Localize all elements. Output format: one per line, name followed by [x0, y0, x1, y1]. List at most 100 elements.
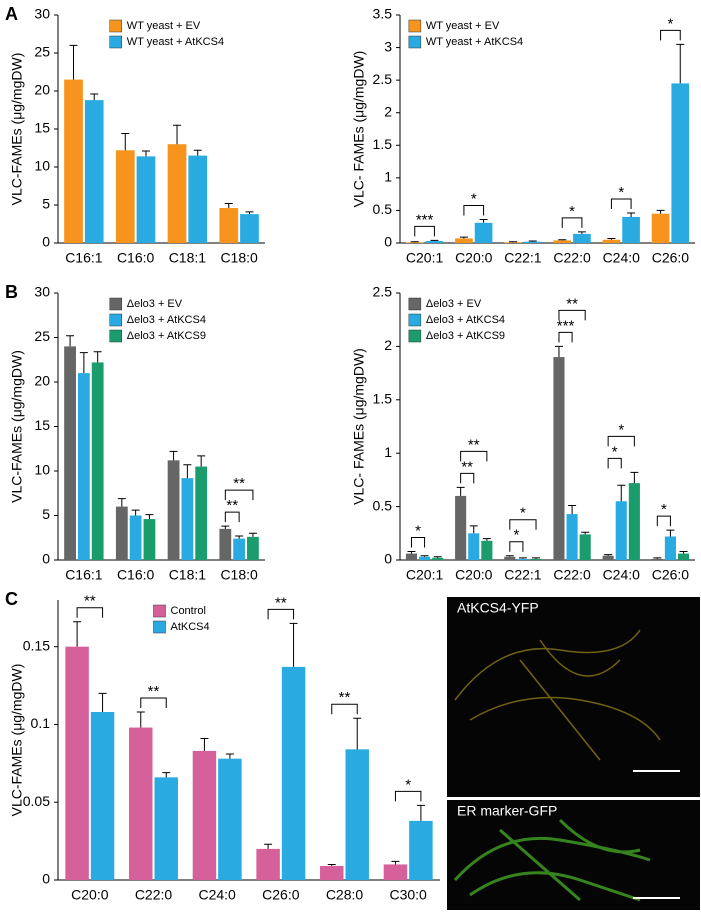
legend-label: AtKCS4	[171, 621, 210, 633]
bar	[115, 506, 128, 560]
y-tick-label: 20	[34, 82, 50, 98]
bar	[247, 536, 259, 560]
legend-swatch	[408, 19, 422, 33]
significance-label: **	[468, 436, 480, 453]
bar	[181, 478, 194, 560]
significance-bracket	[460, 450, 488, 462]
x-tick-label: C16:1	[65, 567, 103, 583]
error-bar	[69, 44, 78, 80]
x-tick-label: C24:0	[198, 887, 236, 903]
x-tick-label: C20:0	[71, 887, 109, 903]
legend-swatch	[153, 620, 166, 634]
bar	[320, 866, 344, 880]
bar	[504, 556, 516, 560]
significance-label: *	[471, 191, 477, 208]
legend-label: Δelo3 + EV	[127, 298, 183, 310]
error-bar	[656, 209, 665, 214]
y-tick-label: 15	[34, 417, 50, 433]
bar	[77, 373, 90, 560]
error-bar	[224, 202, 233, 209]
legend-swatch	[408, 297, 422, 311]
error-bar	[145, 514, 154, 520]
bar	[566, 514, 578, 560]
x-tick-label: C22:1	[504, 250, 542, 266]
legend-swatch	[109, 313, 122, 327]
error-bar	[627, 212, 636, 217]
y-axis-label: VLC- FAMEs (μg/mgDW)	[351, 51, 367, 208]
significance-bracket	[509, 541, 524, 552]
x-tick-label: C18:1	[169, 250, 207, 266]
error-bar	[289, 622, 298, 667]
legend-label: WT yeast + AtKCS4	[426, 36, 523, 48]
x-tick-label: C22:1	[504, 567, 542, 583]
significance-bracket	[561, 217, 583, 228]
y-tick-label: 10	[34, 158, 50, 174]
error-bar	[407, 550, 416, 554]
bar	[383, 864, 408, 880]
yfp-signal	[454, 629, 661, 761]
bar	[405, 242, 424, 243]
bar	[468, 533, 480, 560]
y-tick-label: 1.5	[373, 391, 393, 407]
bar	[167, 460, 180, 560]
x-tick-label: C18:0	[220, 250, 258, 266]
bar	[523, 241, 542, 243]
panel-label: B	[5, 282, 18, 302]
error-bar	[482, 538, 491, 541]
y-tick-label: 0	[384, 551, 392, 567]
legend-swatch	[408, 35, 422, 49]
significance-label: *	[520, 505, 526, 522]
significance-label: *	[415, 522, 421, 539]
bar	[677, 553, 690, 560]
error-bar	[235, 535, 244, 539]
x-tick-label: C22:0	[553, 567, 591, 583]
y-tick-label: 2	[384, 337, 392, 353]
error-bar	[676, 43, 685, 84]
y-tick-label: 0	[42, 551, 50, 567]
bar	[219, 528, 232, 560]
significance-bracket	[224, 489, 254, 501]
x-tick-label: C24:0	[603, 250, 641, 266]
significance-bracket	[558, 309, 586, 321]
significance-bracket	[509, 519, 537, 530]
error-bar	[607, 237, 616, 240]
significance-label: *	[618, 421, 624, 438]
significance-bracket	[607, 435, 635, 447]
error-bar	[679, 550, 688, 554]
bar	[481, 540, 493, 560]
error-bar	[73, 621, 82, 647]
legend-label: Δelo3 + EV	[426, 298, 482, 310]
error-bar	[141, 150, 150, 157]
legend-swatch	[153, 604, 166, 618]
significance-bracket	[331, 703, 358, 715]
bar	[345, 749, 369, 880]
bar	[517, 558, 529, 560]
x-tick-label: C22:0	[553, 250, 591, 266]
error-bar	[121, 133, 130, 151]
significance-label: **	[148, 683, 160, 700]
error-bar	[136, 711, 145, 728]
significance-bracket	[414, 225, 435, 237]
error-bar	[327, 863, 336, 866]
bar	[143, 519, 156, 560]
y-tick-label: 10	[34, 462, 50, 478]
error-bar	[410, 241, 419, 243]
bar	[65, 646, 89, 880]
error-bar	[430, 239, 439, 242]
image-yfp	[447, 597, 700, 797]
x-tick-label: C20:0	[455, 250, 493, 266]
significance-bracket	[76, 607, 104, 618]
y-tick-label: 0.05	[23, 793, 50, 809]
y-axis-label: VLC-FAMEs (μg/mgDW)	[9, 53, 25, 206]
significance-label: **	[566, 295, 578, 312]
x-tick-label: C16:1	[65, 250, 103, 266]
error-bar	[173, 124, 182, 145]
bar	[195, 466, 208, 560]
error-bar	[479, 219, 488, 223]
error-bar	[568, 505, 577, 515]
significance-bracket	[656, 515, 671, 527]
bar	[651, 213, 670, 243]
error-bar	[456, 486, 465, 496]
x-tick-label: C26:0	[652, 250, 690, 266]
significance-label: **	[233, 475, 245, 492]
